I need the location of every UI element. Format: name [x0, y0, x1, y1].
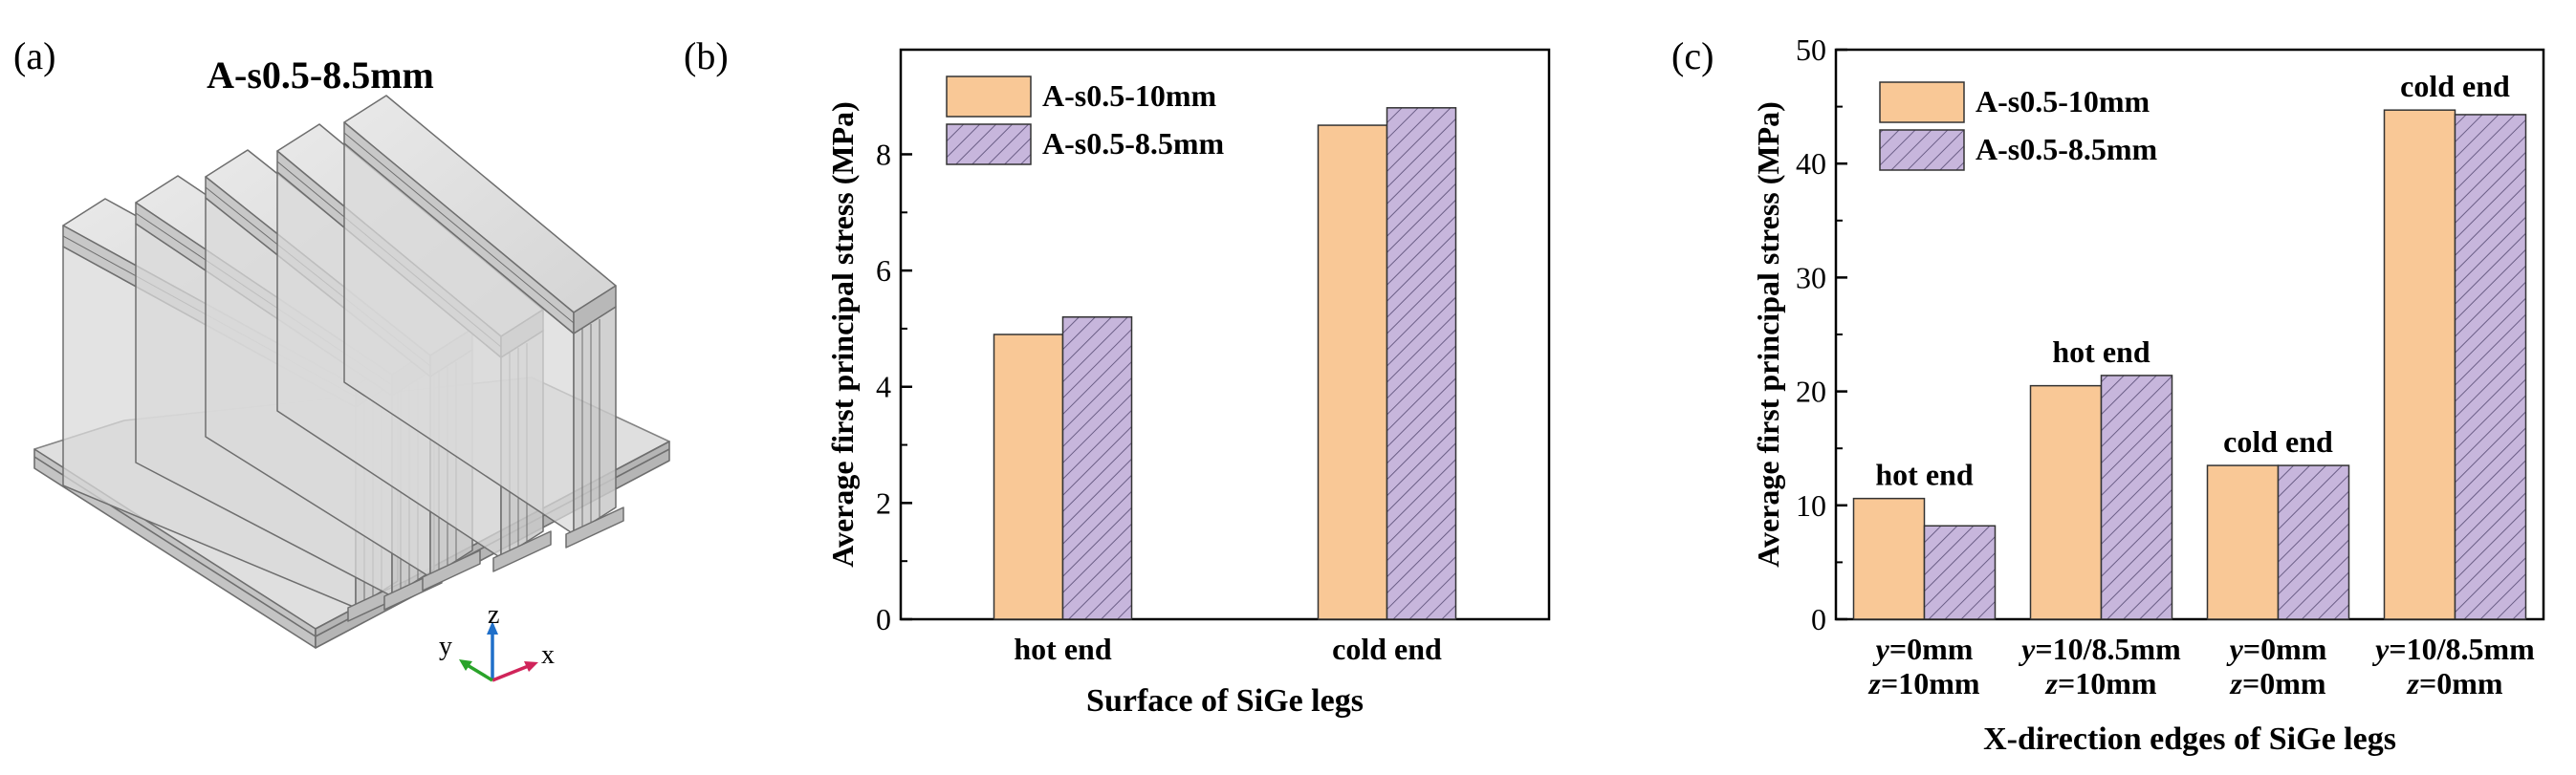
panel-b-label: (b)	[684, 34, 729, 77]
y-tick-label: 2	[876, 485, 891, 520]
x-tick-label: y=10/8.5mm	[2018, 632, 2181, 666]
axis-triad: z x y	[439, 600, 555, 682]
legend-swatch	[946, 75, 1032, 118]
bar	[1923, 525, 1997, 620]
legend-label: A-s0.5-10mm	[1042, 78, 1217, 113]
y-tick-label: 8	[876, 137, 891, 171]
legend-swatch	[1879, 81, 1965, 123]
y-tick-label: 10	[1796, 488, 1826, 523]
x-axis-arrow	[491, 663, 532, 682]
y-axis-title: Average first principal stress (MPa)	[825, 101, 860, 568]
y-tick-label: 20	[1796, 375, 1826, 409]
y-axis-arrow	[465, 662, 493, 682]
bar	[2383, 109, 2456, 620]
bar	[2454, 114, 2527, 620]
x-tick-label: y=10/8.5mm	[2371, 632, 2535, 666]
panel-c-chart: (c) 0 10 20 30 40 50 Average first principal s…	[1671, 32, 2545, 757]
bar	[1061, 316, 1133, 620]
panel-a-title: A-s0.5-8.5mm	[207, 54, 434, 97]
sige-leg	[343, 95, 624, 549]
panel-a-label: (a)	[13, 34, 55, 77]
x-arrowhead-icon	[524, 661, 538, 672]
y-tick-label: 40	[1796, 146, 1826, 181]
bar-annotation: hot end	[1875, 458, 1973, 492]
bar-annotation: hot end	[2052, 334, 2150, 369]
legend-label: A-s0.5-10mm	[1976, 84, 2150, 118]
y-arrowhead-icon	[459, 659, 472, 671]
bar	[993, 334, 1064, 620]
legend-swatch	[1879, 129, 1965, 171]
y-axis-title: Average first principal stress (MPa)	[1751, 101, 1785, 568]
bar	[2100, 375, 2173, 620]
panel-b-chart: (b) 0 2 4 6 8 Average first principal stress …	[684, 34, 1551, 719]
x-axis-title: X-direction edges of SiGe legs	[1983, 721, 2396, 757]
y-axis-label: y	[439, 632, 452, 661]
plot-frame	[899, 48, 1551, 621]
y-tick-label: 4	[876, 370, 891, 404]
y-tick-label: 30	[1796, 260, 1826, 294]
bar	[1386, 107, 1457, 620]
x-tick-label: cold end	[1332, 632, 1442, 666]
x-tick-label: z=10mm	[2045, 666, 2157, 700]
panel-a-model: (a) A-s0.5-8.5mm z x y	[13, 34, 670, 682]
y-tick-label: 0	[1811, 602, 1826, 636]
sige-legs	[62, 95, 624, 622]
x-tick-label: z=10mm	[1868, 666, 1980, 700]
z-axis-label: z	[488, 600, 499, 630]
x-axis-label: x	[541, 640, 555, 670]
y-tick-label: 0	[876, 602, 891, 636]
x-tick-label: z=0mm	[2407, 666, 2503, 700]
x-axis-title: Surface of SiGe legs	[1086, 683, 1364, 719]
x-tick-label: y=0mm	[2226, 632, 2327, 666]
bar	[1852, 497, 1926, 620]
x-tick-label: z=0mm	[2230, 666, 2326, 700]
bar	[2277, 464, 2350, 620]
bar-annotation: cold end	[2223, 424, 2333, 459]
bar	[2029, 384, 2103, 620]
y-tick-label: 50	[1796, 32, 1826, 67]
x-tick-label: y=0mm	[1872, 632, 1974, 666]
y-tick-label: 6	[876, 253, 891, 288]
bar	[1317, 124, 1388, 620]
x-tick-label: hot end	[1014, 632, 1111, 666]
legend-label: A-s0.5-8.5mm	[1976, 132, 2158, 166]
legend-label: A-s0.5-8.5mm	[1042, 126, 1225, 161]
panel-c-label: (c)	[1671, 34, 1714, 77]
legend-swatch	[946, 123, 1032, 165]
z-arrowhead-icon	[487, 621, 498, 635]
bar-annotation: cold end	[2400, 69, 2510, 103]
bar	[2206, 464, 2280, 620]
